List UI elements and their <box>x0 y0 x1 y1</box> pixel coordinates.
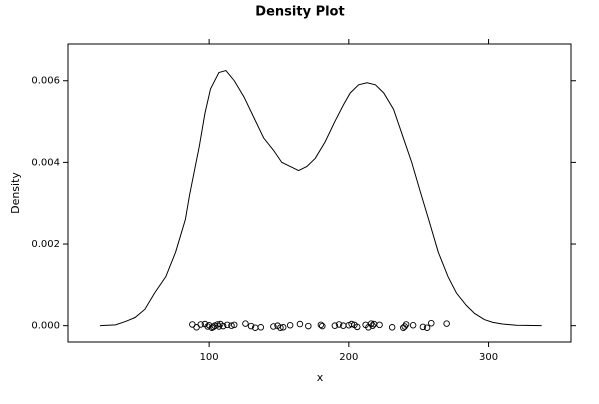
y-tick-label: 0.002 <box>31 239 60 250</box>
data-point <box>279 324 287 331</box>
data-point <box>402 321 410 328</box>
data-point <box>409 322 417 329</box>
data-point <box>219 322 227 330</box>
x-axis-label: x <box>317 371 324 384</box>
data-point <box>277 324 284 331</box>
data-point <box>257 324 265 331</box>
data-point <box>423 324 431 331</box>
data-point <box>348 320 355 328</box>
data-point <box>224 321 231 329</box>
data-point <box>242 320 249 327</box>
data-point <box>270 323 277 330</box>
data-point <box>231 321 238 329</box>
x-tick-label: 200 <box>339 352 358 363</box>
data-point <box>335 321 343 328</box>
density-line <box>100 69 542 327</box>
data-point <box>305 322 312 330</box>
data-point <box>286 322 294 329</box>
x-tick-label: 300 <box>479 352 498 363</box>
data-point <box>419 323 427 331</box>
data-point <box>369 322 376 329</box>
chart-title: Density Plot <box>255 5 344 20</box>
data-point <box>319 322 326 330</box>
y-axis-label: Density <box>9 172 22 214</box>
y-tick-label: 0.000 <box>31 321 60 332</box>
plot-frame <box>67 43 572 343</box>
data-point <box>331 322 339 329</box>
data-point <box>376 321 383 329</box>
y-tick-label: 0.004 <box>31 157 60 168</box>
data-point <box>317 321 325 329</box>
data-point <box>388 324 396 331</box>
data-point <box>428 319 435 327</box>
y-tick-label: 0.006 <box>31 76 60 87</box>
data-point <box>296 320 304 328</box>
x-tick-label: 100 <box>200 352 219 363</box>
data-point <box>247 322 255 330</box>
data-point <box>228 322 235 329</box>
data-point <box>197 321 204 328</box>
data-point <box>353 323 361 331</box>
data-point <box>443 320 450 327</box>
